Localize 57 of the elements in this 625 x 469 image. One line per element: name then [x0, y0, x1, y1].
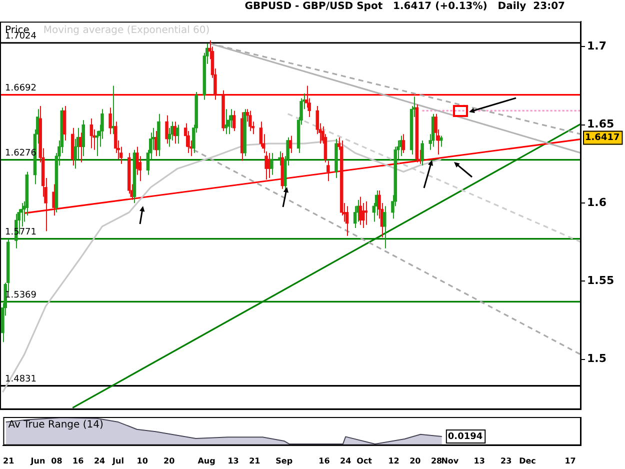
x-tick-label: 24 [94, 456, 106, 466]
x-tick-label: Nov [441, 456, 460, 466]
chart-title: Av True Range (14) [8, 420, 104, 431]
candlestick [364, 200, 368, 226]
candlestick [82, 120, 86, 157]
candlestick [399, 135, 402, 157]
x-tick-label: 28 [430, 456, 443, 466]
candlestick [440, 135, 443, 148]
x-tick-label: 21 [2, 456, 15, 466]
candlestick [52, 184, 56, 216]
candlestick [288, 135, 292, 154]
y-tick-label: 1.5 [587, 352, 606, 366]
x-tick-label: 21 [249, 456, 261, 466]
x-tick-label: Jul [112, 456, 124, 466]
x-tick-label: Aug [198, 456, 216, 466]
x-tick-label: 17 [564, 456, 576, 466]
candlestick [90, 118, 94, 149]
x-tick-label: 08 [51, 456, 63, 466]
candlestick [79, 132, 82, 163]
x-tick-label: 16 [318, 456, 330, 466]
x-tick-label: 16 [72, 456, 84, 466]
data-label: 0.0194 [448, 432, 483, 442]
candlestick [270, 152, 274, 176]
x-tick-label: 10 [136, 456, 148, 466]
candlestick [420, 140, 424, 166]
ref-line-label: 1.4831 [5, 374, 36, 385]
x-tick-label: Sep [276, 456, 293, 466]
candlestick [165, 114, 168, 144]
candlestick [176, 124, 180, 144]
candlestick [361, 202, 365, 229]
y-tick-label: 1.65 [587, 118, 614, 131]
ref-line-label: 1.6692 [5, 84, 36, 94]
chart-title: GBPUSD - GBP/USD Spot 1.6417 (+0.13%) Daily 23:07 [244, 0, 566, 13]
candlestick [345, 206, 349, 236]
x-tick-label: 13 [228, 456, 239, 466]
y-tick-label: 1.55 [587, 274, 614, 288]
annotation: 1.6417 [585, 133, 620, 144]
y-tick-label: 1.6 [587, 196, 607, 209]
x-tick-label: 23 [500, 456, 512, 466]
candlestick [383, 206, 386, 249]
x-tick-label: Jun [30, 456, 46, 466]
x-tick-label: 24 [340, 456, 352, 466]
x-tick-label: Dec [519, 456, 536, 466]
candlestick [326, 160, 330, 182]
candlestick [108, 107, 112, 135]
x-tick-label: Oct [356, 456, 372, 466]
candlestick [232, 110, 236, 132]
candlestick [402, 134, 406, 154]
candlestick [173, 121, 176, 144]
ref-line-label: 1.7024 [5, 32, 37, 42]
x-tick-label: 12 [388, 456, 400, 466]
y-tick-label: 1.7 [587, 39, 606, 52]
x-tick-label: 20 [163, 456, 176, 466]
x-tick-label: 13 [474, 456, 485, 466]
candlestick [224, 108, 228, 135]
candlestick [248, 110, 252, 132]
x-tick-label: 20 [410, 456, 422, 466]
